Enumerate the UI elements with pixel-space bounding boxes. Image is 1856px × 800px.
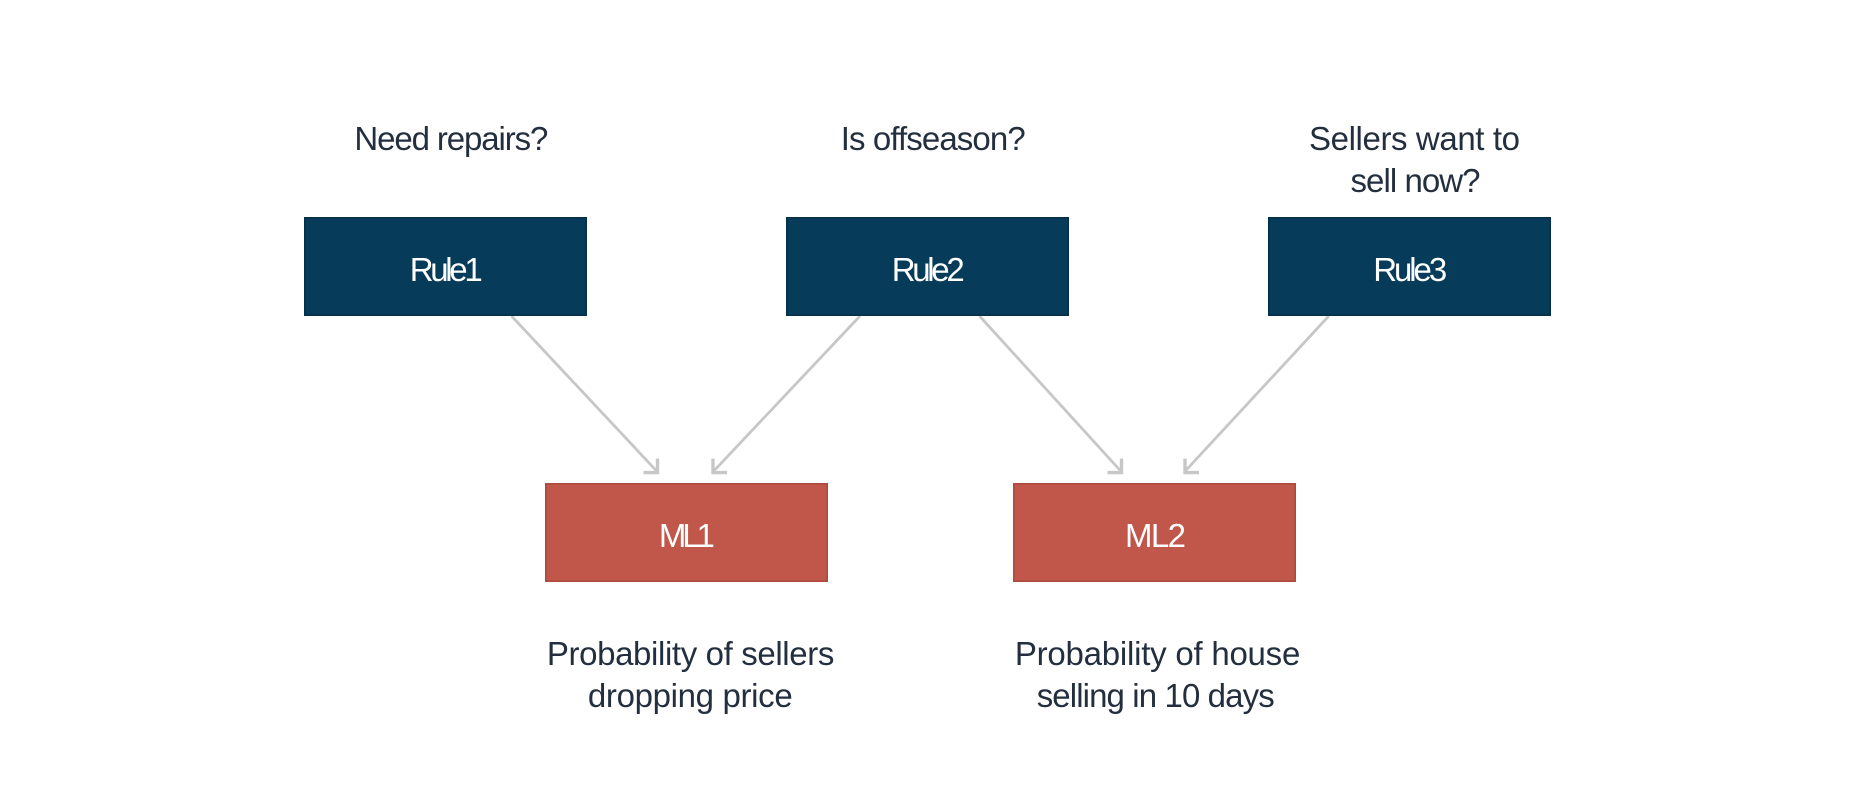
svg-text:Rule1: Rule1: [410, 251, 483, 288]
svg-text:Is offseason?: Is offseason?: [841, 120, 1026, 157]
svg-text:Sellers want to: Sellers want to: [1309, 120, 1520, 157]
svg-text:Rule2: Rule2: [892, 251, 965, 288]
svg-text:Need repairs?: Need repairs?: [354, 120, 548, 157]
svg-text:ML2: ML2: [1125, 517, 1186, 554]
svg-text:Probability of house: Probability of house: [1015, 635, 1300, 672]
svg-text:Rule3: Rule3: [1373, 251, 1447, 288]
svg-text:ML1: ML1: [659, 517, 715, 554]
svg-text:selling in 10 days: selling in 10 days: [1037, 677, 1275, 714]
svg-text:dropping price: dropping price: [588, 677, 793, 714]
svg-text:sell now?: sell now?: [1351, 162, 1481, 199]
svg-text:Probability of sellers: Probability of sellers: [547, 635, 835, 672]
